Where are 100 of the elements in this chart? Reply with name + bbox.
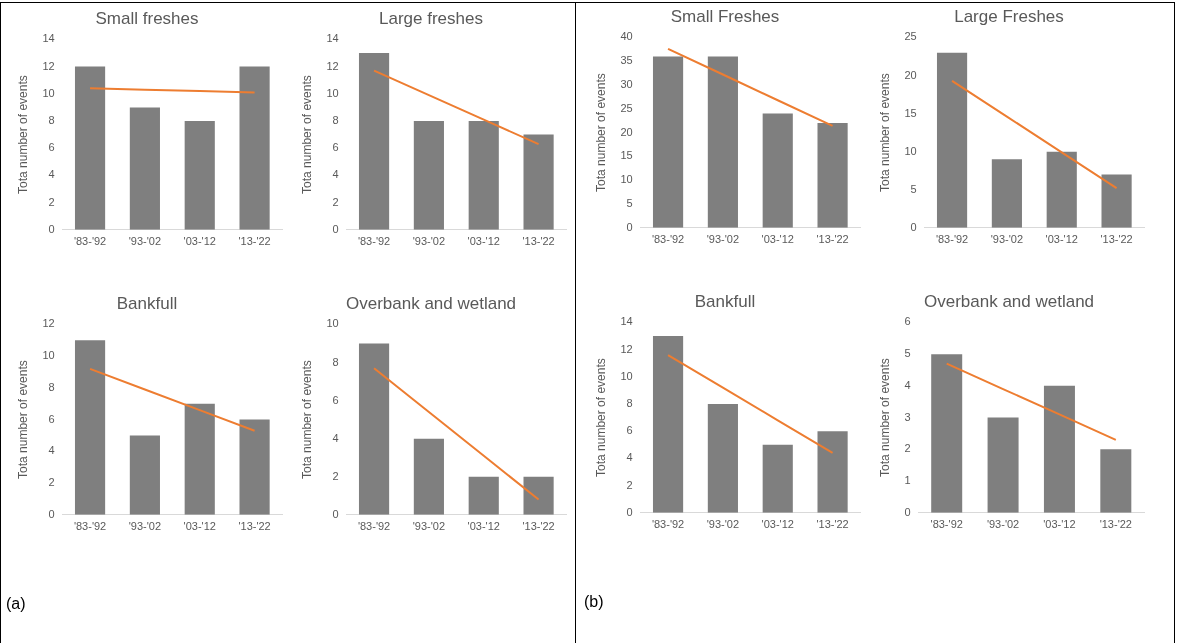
y-tick-label: 14	[42, 32, 55, 45]
y-tick-label: 2	[48, 195, 55, 208]
x-tick-label: '93-'02	[128, 520, 162, 533]
y-axis-title: Tota number of events	[299, 75, 314, 194]
y-tick-label: 0	[332, 222, 339, 235]
x-tick-label: '13-'22	[522, 520, 555, 533]
y-tick-label: 14	[620, 315, 633, 328]
x-tick-label: '93-'02	[990, 233, 1024, 246]
chart-title: Large Freshes	[954, 6, 1064, 26]
y-tick-label: 0	[48, 507, 55, 520]
y-tick-label: 25	[620, 101, 633, 114]
x-tick-label: '03-'12	[761, 233, 794, 246]
x-tick-label: '03-'12	[183, 520, 216, 533]
y-tick-label: 12	[326, 59, 339, 72]
x-tick-label: '13-'22	[238, 235, 271, 248]
y-tick-label: 25	[904, 30, 917, 43]
y-axis-title: Tota number of events	[877, 73, 892, 192]
y-axis-title: Tota number of events	[593, 358, 608, 477]
x-tick-label: '93-'02	[412, 520, 446, 533]
x-tick-label: '83-'92	[930, 518, 963, 531]
y-tick-label: 8	[332, 355, 339, 368]
y-tick-label: 2	[626, 478, 633, 491]
x-tick-label: '83-'92	[651, 233, 685, 246]
y-tick-label: 2	[332, 195, 339, 208]
chart-title: Small Freshes	[670, 6, 780, 26]
x-tick-label: '13-'22	[238, 520, 271, 533]
y-tick-label: 6	[332, 141, 339, 154]
x-tick-label: '13-'22	[1099, 518, 1132, 531]
x-tick-label: '83-'92	[935, 233, 969, 246]
y-axis-title: Tota number of events	[877, 358, 892, 477]
y-tick-label: 4	[904, 378, 911, 391]
y-tick-label: 10	[42, 86, 55, 99]
x-tick-label: '03-'12	[761, 518, 794, 531]
x-tick-label: '13-'22	[816, 233, 849, 246]
x-tick-label: '83-'92	[357, 520, 391, 533]
y-tick-label: 10	[904, 144, 917, 157]
y-tick-label: 4	[332, 431, 339, 444]
y-tick-label: 10	[620, 173, 633, 186]
x-tick-label: '13-'22	[816, 518, 849, 531]
y-tick-label: 0	[626, 505, 633, 518]
y-tick-label: 0	[904, 505, 911, 518]
y-tick-label: 8	[332, 114, 339, 127]
y-tick-label: 10	[326, 317, 339, 330]
y-tick-label: 0	[910, 220, 917, 233]
chart-title: Overbank and wetland	[923, 291, 1095, 311]
y-tick-label: 8	[48, 114, 55, 127]
text: (a)	[6, 595, 26, 613]
y-tick-label: 0	[332, 507, 339, 520]
y-axis-title: Tota number of events	[15, 360, 30, 479]
y-tick-label: 2	[904, 442, 911, 455]
y-tick-label: 4	[332, 168, 339, 181]
y-tick-label: 4	[48, 168, 55, 181]
y-tick-label: 6	[48, 141, 55, 154]
x-tick-label: '93-'02	[412, 235, 446, 248]
y-axis-title: Tota number of events	[299, 360, 314, 479]
chart-title: Bankfull	[694, 291, 756, 311]
x-tick-label: '03-'12	[1045, 233, 1078, 246]
x-tick-label: '03-'12	[467, 235, 500, 248]
x-tick-label: '03-'12	[467, 520, 500, 533]
y-axis-title: Tota number of events	[593, 73, 608, 192]
y-tick-label: 20	[620, 125, 633, 138]
text: (b)	[584, 593, 604, 611]
x-tick-label: '03-'12	[183, 235, 216, 248]
y-tick-label: 5	[910, 182, 917, 195]
chart-title: Overbank and wetland	[345, 293, 517, 313]
x-tick-label: '13-'22	[522, 235, 555, 248]
x-tick-label: '83-'92	[73, 235, 107, 248]
y-tick-label: 20	[904, 68, 917, 81]
y-tick-label: 5	[626, 197, 633, 210]
y-tick-label: 6	[626, 424, 633, 437]
y-tick-label: 12	[42, 59, 55, 72]
y-tick-label: 0	[48, 222, 55, 235]
y-tick-label: 30	[620, 78, 633, 91]
x-tick-label: '83-'92	[651, 518, 685, 531]
y-tick-label: 3	[904, 410, 911, 423]
y-tick-label: 2	[332, 469, 339, 482]
x-tick-label: '83-'92	[357, 235, 391, 248]
x-tick-label: '93-'02	[128, 235, 162, 248]
y-tick-label: 10	[42, 349, 55, 362]
chart-title: Large freshes	[379, 8, 483, 28]
y-tick-label: 10	[326, 86, 339, 99]
y-tick-label: 6	[332, 393, 339, 406]
x-tick-label: '93-'02	[706, 233, 740, 246]
y-tick-label: 15	[620, 149, 633, 162]
y-tick-label: 5	[904, 347, 911, 360]
y-tick-label: 1	[904, 474, 911, 487]
y-tick-label: 6	[48, 412, 55, 425]
chart-title: Small freshes	[95, 8, 199, 28]
y-tick-label: 15	[904, 106, 917, 119]
y-tick-label: 40	[620, 30, 633, 43]
y-tick-label: 14	[326, 32, 339, 45]
y-tick-label: 4	[626, 451, 633, 464]
y-tick-label: 2	[48, 476, 55, 489]
x-tick-label: '13-'22	[1100, 233, 1133, 246]
y-tick-label: 12	[42, 317, 55, 330]
x-tick-label: '83-'92	[73, 520, 107, 533]
x-tick-label: '93-'02	[986, 518, 1020, 531]
chart-title: Bankfull	[116, 293, 178, 313]
y-axis-title: Tota number of events	[15, 75, 30, 194]
y-tick-label: 6	[904, 315, 911, 328]
